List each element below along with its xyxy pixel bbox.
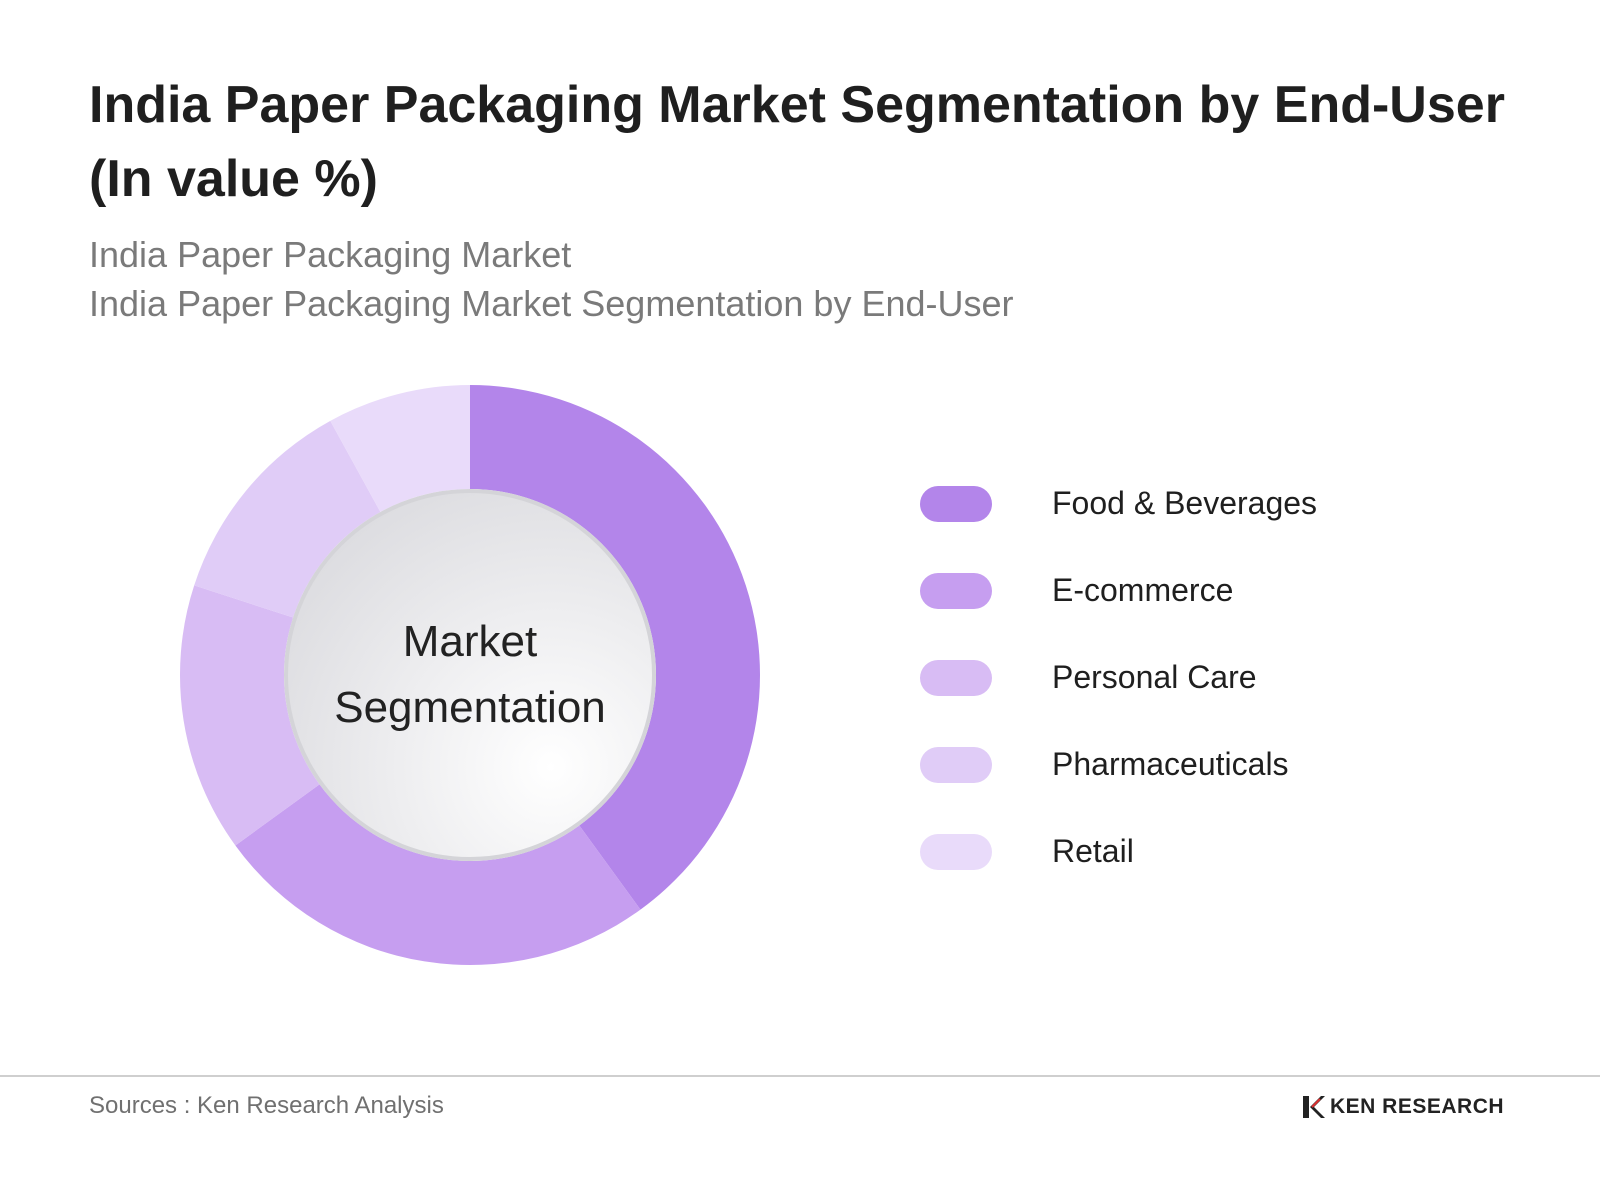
legend-item-retail: Retail (920, 808, 1317, 895)
legend-item-food-beverages: Food & Beverages (920, 460, 1317, 547)
donut-slice-food-beverages (470, 385, 761, 910)
legend-label: E-commerce (1052, 572, 1234, 608)
legend-label: Pharmaceuticals (1052, 746, 1289, 782)
subtitle-line-2: India Paper Packaging Market Segmentatio… (89, 283, 1014, 324)
ken-research-logo-icon (1303, 1096, 1325, 1118)
legend-label: Retail (1052, 833, 1134, 869)
center-label-line-2: Segmentation (334, 683, 606, 732)
legend-swatch (920, 833, 992, 870)
chart-subtitle: India Paper Packaging Market India Paper… (89, 230, 1014, 328)
chart-title: India Paper Packaging Market Segmentatio… (89, 76, 1505, 208)
footer-source: Sources : Ken Research Analysis (89, 1092, 444, 1119)
ken-research-logo: KEN RESEARCH (1300, 1094, 1504, 1120)
donut-slice-e-commerce (235, 784, 641, 965)
donut-slice-pharmaceuticals (194, 420, 381, 618)
legend-item-personal-care: Personal Care (920, 634, 1317, 721)
legend-swatch (920, 572, 992, 609)
legend-swatch (920, 746, 992, 783)
legend-item-pharmaceuticals: Pharmaceuticals (920, 721, 1317, 808)
donut-slice-personal-care (180, 585, 320, 846)
logo-text: KEN RESEARCH (1330, 1095, 1505, 1118)
center-label-line-1: Market (402, 617, 538, 666)
footer-divider (0, 1075, 1600, 1077)
legend-label: Personal Care (1052, 659, 1257, 695)
legend-label: Food & Beverages (1052, 485, 1318, 521)
donut-slice-retail (330, 385, 470, 513)
donut-center-disc (284, 489, 656, 861)
chart-legend: Food & Beverages E-commerce Personal Care P… (920, 460, 1317, 895)
legend-item-e-commerce: E-commerce (920, 547, 1317, 634)
subtitle-line-1: India Paper Packaging Market (89, 234, 572, 275)
legend-swatch (920, 659, 992, 696)
donut-center-label: Market Segmentation (285, 490, 655, 860)
legend-swatch (920, 485, 992, 522)
donut-chart (180, 385, 761, 965)
